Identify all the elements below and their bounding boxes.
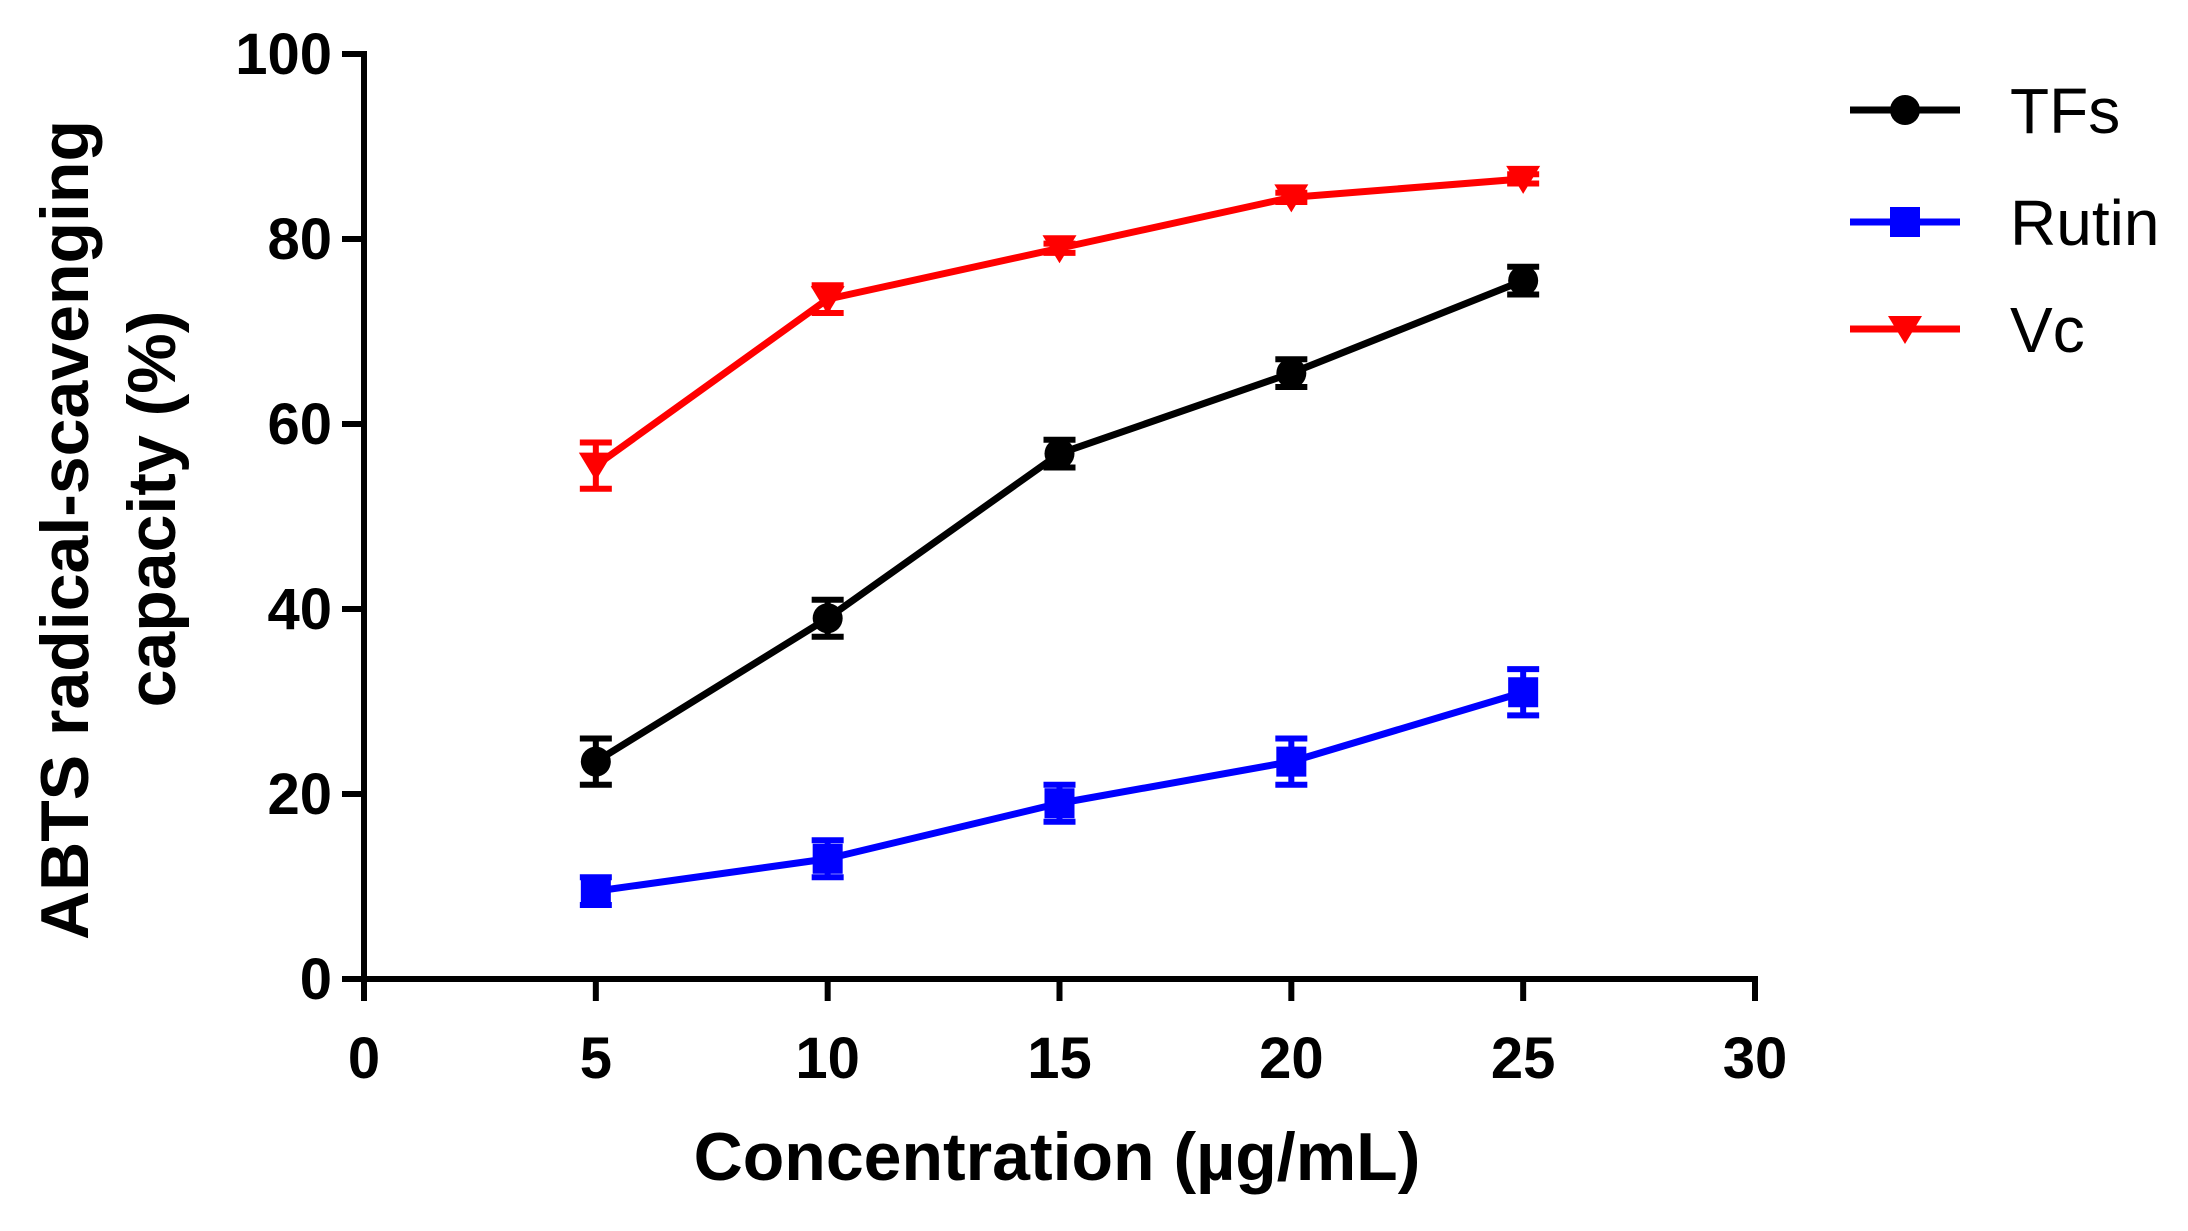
series-rutin	[579, 666, 1540, 908]
y-tick-label: 40	[267, 577, 332, 642]
data-point	[810, 286, 845, 315]
series-line	[593, 175, 1524, 469]
data-point	[1276, 358, 1307, 389]
y-axis-title-group: ABTS radical-scavenging	[27, 120, 103, 940]
data-point	[812, 603, 843, 634]
legend: TFs Rutin Vc	[1850, 75, 2159, 366]
data-point	[1508, 677, 1539, 708]
legend-swatch-marker	[1890, 207, 1920, 237]
legend-label: TFs	[2010, 75, 2120, 147]
y-axis-title-line2: capacity (%)	[114, 311, 190, 708]
x-tick-label: 20	[1259, 1026, 1324, 1091]
x-tick-label: 15	[1027, 1026, 1092, 1091]
data-point	[1044, 788, 1075, 819]
x-axis-title: Concentration (µg/mL)	[694, 1119, 1421, 1195]
y-tick-label: 0	[300, 947, 332, 1012]
x-axis-ticks: 0 5 10 15 20 25 30	[348, 979, 1787, 1091]
legend-swatch-marker	[1890, 95, 1920, 125]
x-tick-label: 0	[348, 1026, 380, 1091]
series-tfs	[579, 263, 1540, 788]
axes	[361, 51, 1758, 982]
y-tick-label: 80	[267, 207, 332, 272]
data-point	[1044, 438, 1075, 469]
plot-area	[578, 165, 1541, 908]
data-point	[580, 746, 611, 777]
legend-item-rutin: Rutin	[1850, 187, 2159, 259]
x-tick-label: 10	[795, 1026, 860, 1091]
data-point	[812, 843, 843, 874]
data-point	[1042, 235, 1077, 264]
y-axis-title-group-2: capacity (%)	[114, 311, 190, 708]
legend-label: Vc	[2010, 294, 2085, 366]
y-axis-title-line1: ABTS radical-scavenging	[27, 120, 103, 940]
data-point	[1274, 184, 1309, 213]
x-tick-label: 25	[1491, 1026, 1556, 1091]
legend-item-tfs: TFs	[1850, 75, 2120, 147]
y-tick-label: 20	[267, 762, 332, 827]
legend-item-vc: Vc	[1850, 294, 2085, 366]
legend-swatch-marker	[1888, 316, 1922, 344]
data-point	[1276, 746, 1307, 777]
data-point	[1506, 165, 1541, 194]
y-tick-label: 60	[267, 392, 332, 457]
data-point	[1508, 265, 1539, 296]
x-tick-label: 30	[1723, 1026, 1788, 1091]
x-tick-label: 5	[580, 1026, 612, 1091]
series-line	[593, 277, 1525, 765]
data-point	[580, 876, 611, 907]
legend-label: Rutin	[2010, 187, 2159, 259]
data-point	[578, 452, 613, 481]
series-vc	[578, 165, 1541, 492]
y-axis-ticks: 0 20 40 60 80 100	[235, 22, 364, 1012]
y-tick-label: 100	[235, 22, 332, 87]
